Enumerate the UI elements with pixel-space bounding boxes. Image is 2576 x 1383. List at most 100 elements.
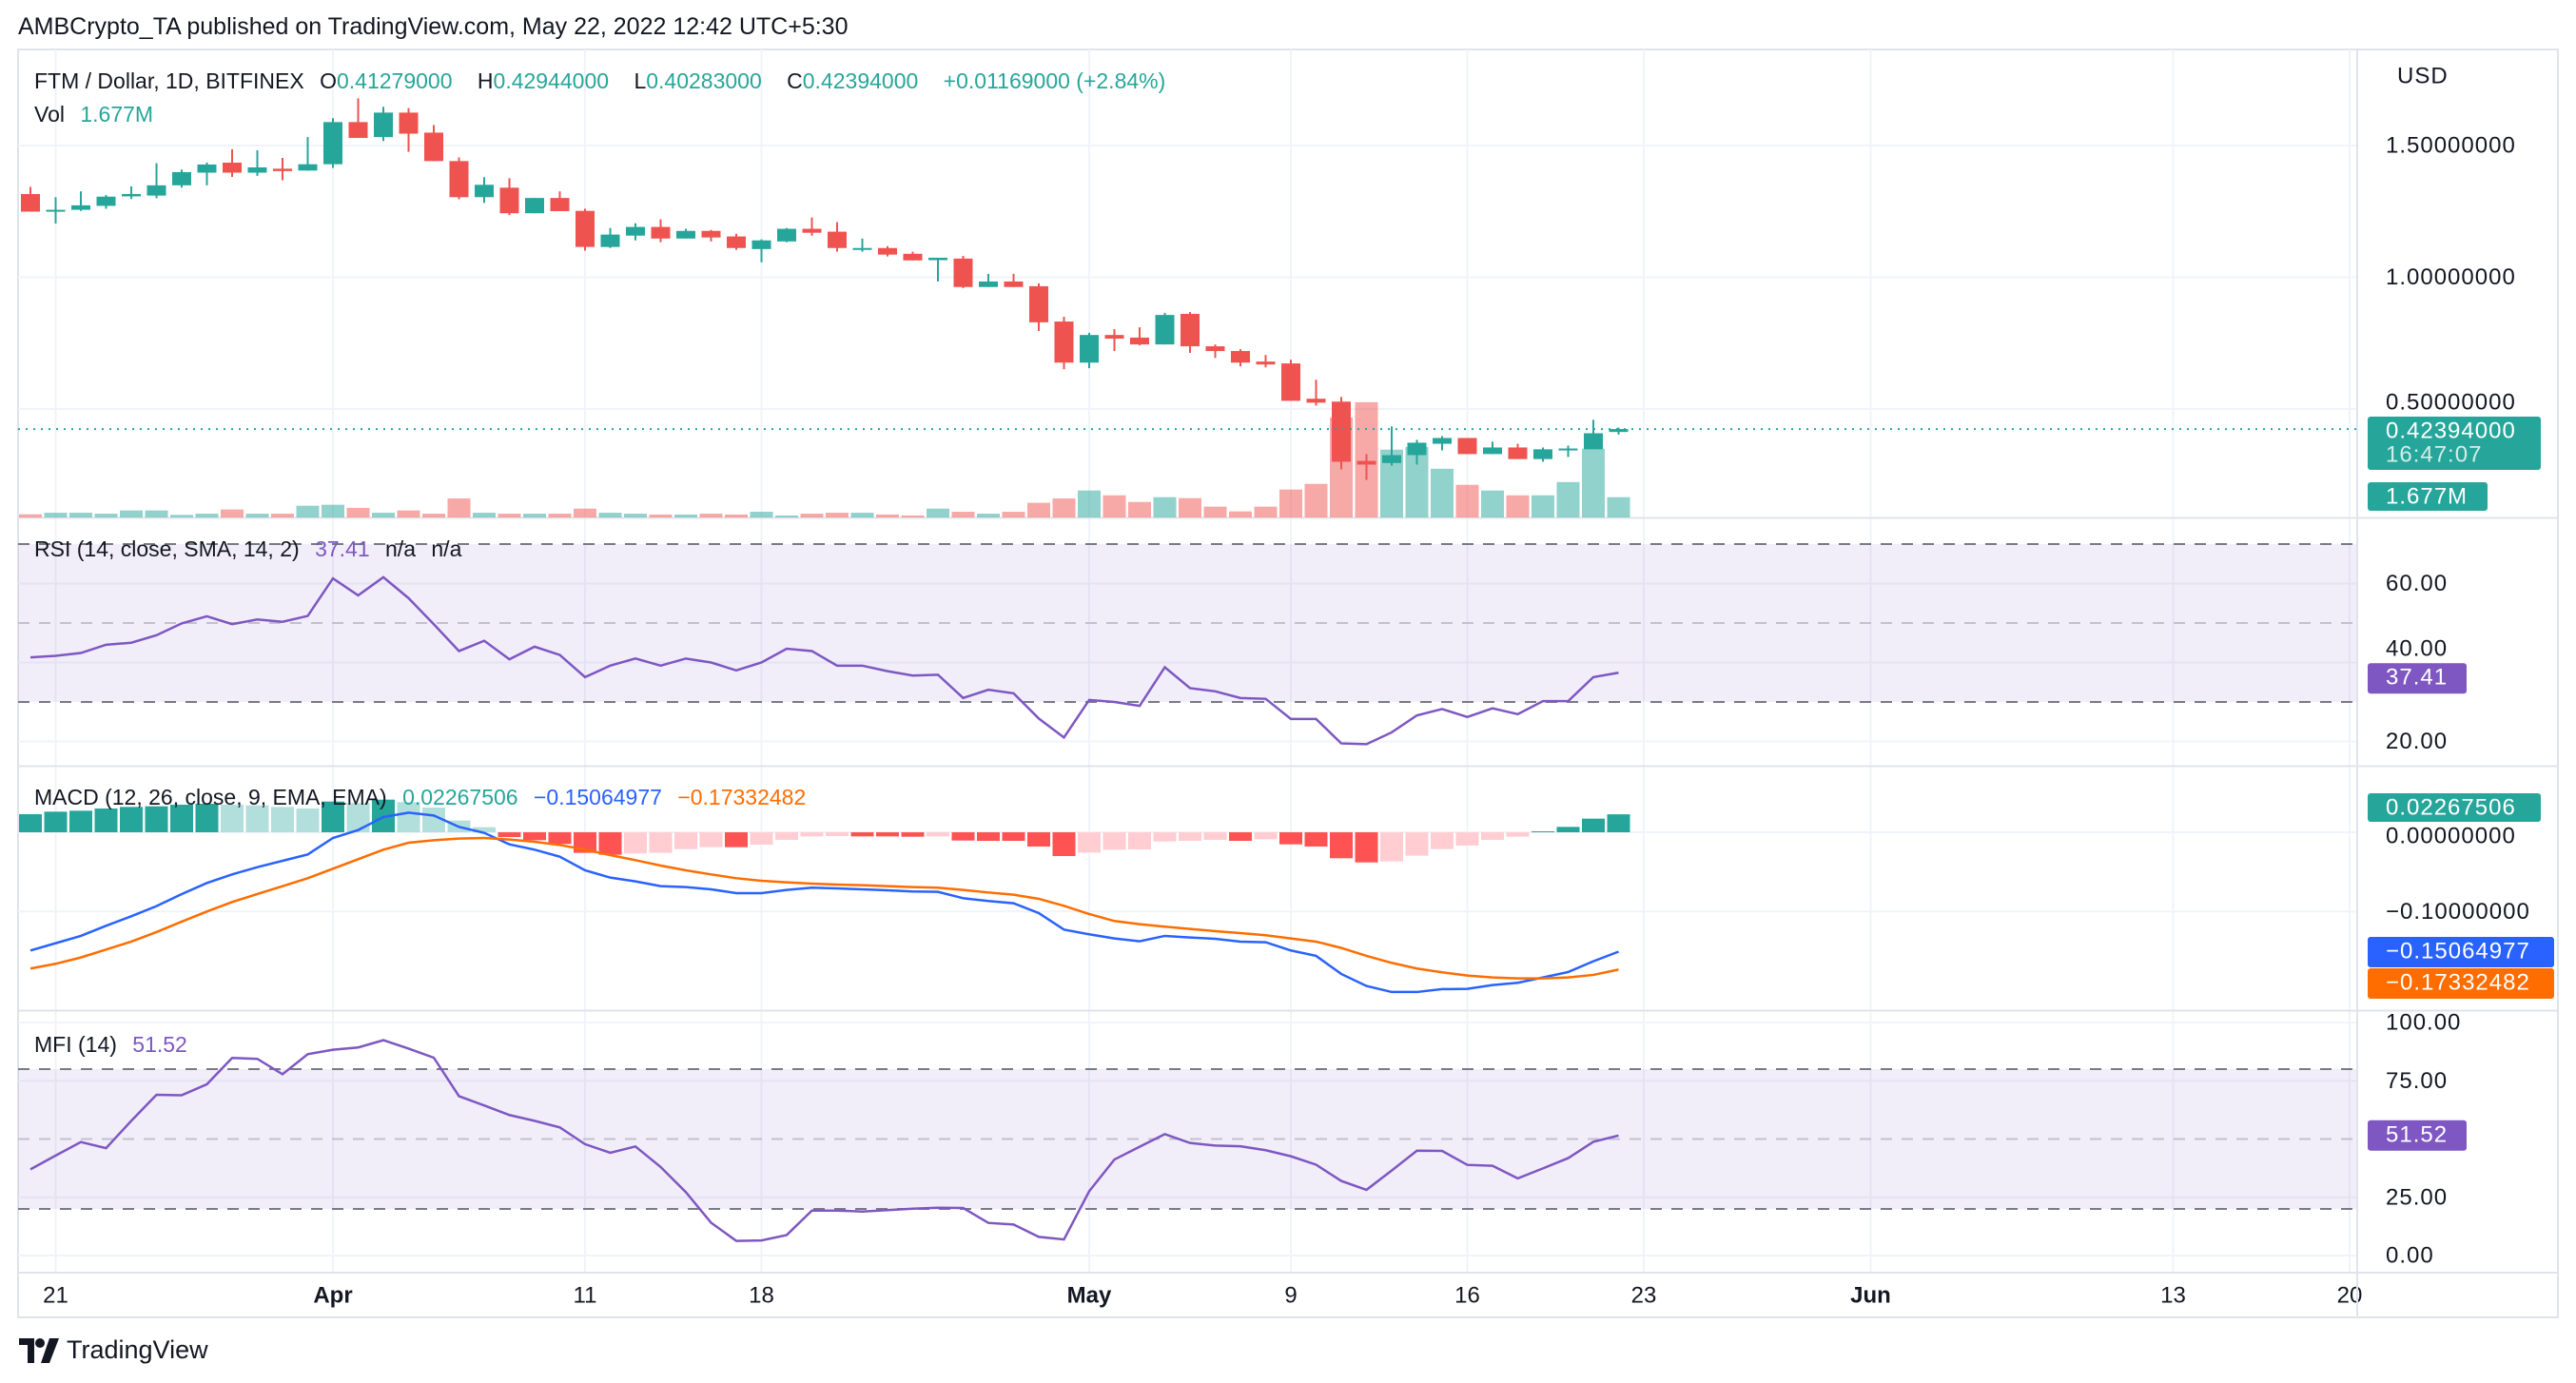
candle[interactable] <box>1104 329 1124 352</box>
candle[interactable] <box>46 197 66 224</box>
candle[interactable] <box>223 148 242 177</box>
candle-body <box>1256 361 1276 365</box>
candle[interactable] <box>1155 312 1175 345</box>
candle[interactable] <box>1205 344 1225 359</box>
candle[interactable] <box>1332 397 1351 470</box>
rsi-title[interactable]: RSI (14, close, SMA, 14, 2) <box>34 536 300 561</box>
candle[interactable] <box>449 157 469 200</box>
candle[interactable] <box>96 195 116 209</box>
rsi-tag-text: 37.41 <box>2386 665 2448 691</box>
candle[interactable] <box>71 191 90 211</box>
candle[interactable] <box>247 149 267 176</box>
candle[interactable] <box>197 163 217 185</box>
close-value: 0.42394000 <box>802 68 919 93</box>
candle[interactable] <box>1256 355 1276 368</box>
volume-bar <box>699 514 723 517</box>
volume-bar <box>1532 495 1554 517</box>
candle[interactable] <box>903 251 923 261</box>
candle[interactable] <box>852 238 872 252</box>
candle[interactable] <box>1457 438 1477 455</box>
candle[interactable] <box>1231 349 1250 367</box>
candle-body <box>1382 455 1401 463</box>
candle-body <box>21 193 40 212</box>
volume-bar <box>1179 497 1201 517</box>
candle[interactable] <box>676 228 695 239</box>
candle[interactable] <box>1609 427 1629 435</box>
candle[interactable] <box>1533 447 1552 462</box>
candle[interactable] <box>979 273 998 287</box>
candle[interactable] <box>1483 441 1502 455</box>
candle[interactable] <box>273 158 292 181</box>
macd-hist-tag: 0.02267506 <box>2368 793 2541 822</box>
candle[interactable] <box>751 239 771 263</box>
candle[interactable] <box>651 219 671 243</box>
volume-bar <box>1203 506 1227 517</box>
candle-body <box>146 185 166 196</box>
candle[interactable] <box>1382 426 1401 466</box>
candle[interactable] <box>298 137 318 171</box>
candle[interactable] <box>374 107 393 142</box>
macd-signal-tag: −0.17332482 <box>2368 968 2554 999</box>
candle[interactable] <box>122 185 141 200</box>
candle[interactable] <box>424 125 443 162</box>
candle[interactable] <box>348 98 368 138</box>
candle[interactable] <box>21 186 40 212</box>
candle[interactable] <box>550 191 570 211</box>
candle[interactable] <box>1281 360 1300 401</box>
candle[interactable] <box>1433 436 1452 451</box>
x-axis-tick-label: 13 <box>2160 1283 2186 1309</box>
macd-histogram-bar <box>1607 814 1630 832</box>
macd-histogram-bar <box>725 832 748 847</box>
volume-legend: Vol 1.677M <box>34 101 163 127</box>
candle[interactable] <box>576 208 595 251</box>
candle[interactable] <box>802 217 822 236</box>
volume-bar <box>598 513 622 517</box>
mfi-title[interactable]: MFI (14) <box>34 1032 117 1057</box>
macd-histogram-bar <box>876 832 899 837</box>
candle[interactable] <box>399 107 419 152</box>
volume-bar <box>1254 506 1278 517</box>
macd-histogram-bar <box>548 832 572 845</box>
candle[interactable] <box>525 198 544 214</box>
macd-title[interactable]: MACD (12, 26, close, 9, EMA, EMA) <box>34 785 387 809</box>
candle[interactable] <box>1508 443 1528 459</box>
macd-histogram-bar <box>19 814 42 832</box>
candle[interactable] <box>475 177 494 204</box>
volume-label[interactable]: Vol <box>34 102 65 127</box>
candle[interactable] <box>1407 439 1427 465</box>
candle[interactable] <box>600 227 620 248</box>
candle[interactable] <box>1130 327 1149 345</box>
candle-body <box>1080 335 1099 363</box>
last-price-tag-text: 0.42394000 <box>2386 419 2516 444</box>
tradingview-logo[interactable]: TradingView <box>19 1335 208 1365</box>
candle[interactable] <box>953 256 973 288</box>
candle[interactable] <box>172 169 191 188</box>
candle[interactable] <box>1029 282 1048 332</box>
volume-bar <box>322 504 344 517</box>
candle[interactable] <box>1004 273 1024 287</box>
candle[interactable] <box>146 163 166 199</box>
candle[interactable] <box>626 223 645 241</box>
candle[interactable] <box>1181 312 1200 353</box>
candle-body <box>499 187 519 214</box>
candle[interactable] <box>701 229 721 242</box>
symbol-title[interactable]: FTM / Dollar, 1D, BITFINEX <box>34 68 304 93</box>
candle[interactable] <box>878 245 897 257</box>
candle[interactable] <box>1356 454 1376 480</box>
candle[interactable] <box>1054 317 1074 370</box>
candle[interactable] <box>1584 419 1603 450</box>
candle[interactable] <box>499 178 519 216</box>
candle[interactable] <box>777 227 796 243</box>
candle[interactable] <box>1558 445 1578 458</box>
candle[interactable] <box>1306 380 1326 406</box>
volume-bar <box>1455 484 1479 517</box>
candle[interactable] <box>323 118 342 168</box>
candle[interactable] <box>1080 332 1099 369</box>
candle[interactable] <box>828 222 847 252</box>
macd-axis-tick-label: 0.00000000 <box>2386 824 2516 849</box>
candle[interactable] <box>727 233 746 250</box>
candle[interactable] <box>928 258 947 282</box>
macd-histogram-bar <box>1330 832 1353 859</box>
macd-histogram-bar <box>1455 832 1479 846</box>
